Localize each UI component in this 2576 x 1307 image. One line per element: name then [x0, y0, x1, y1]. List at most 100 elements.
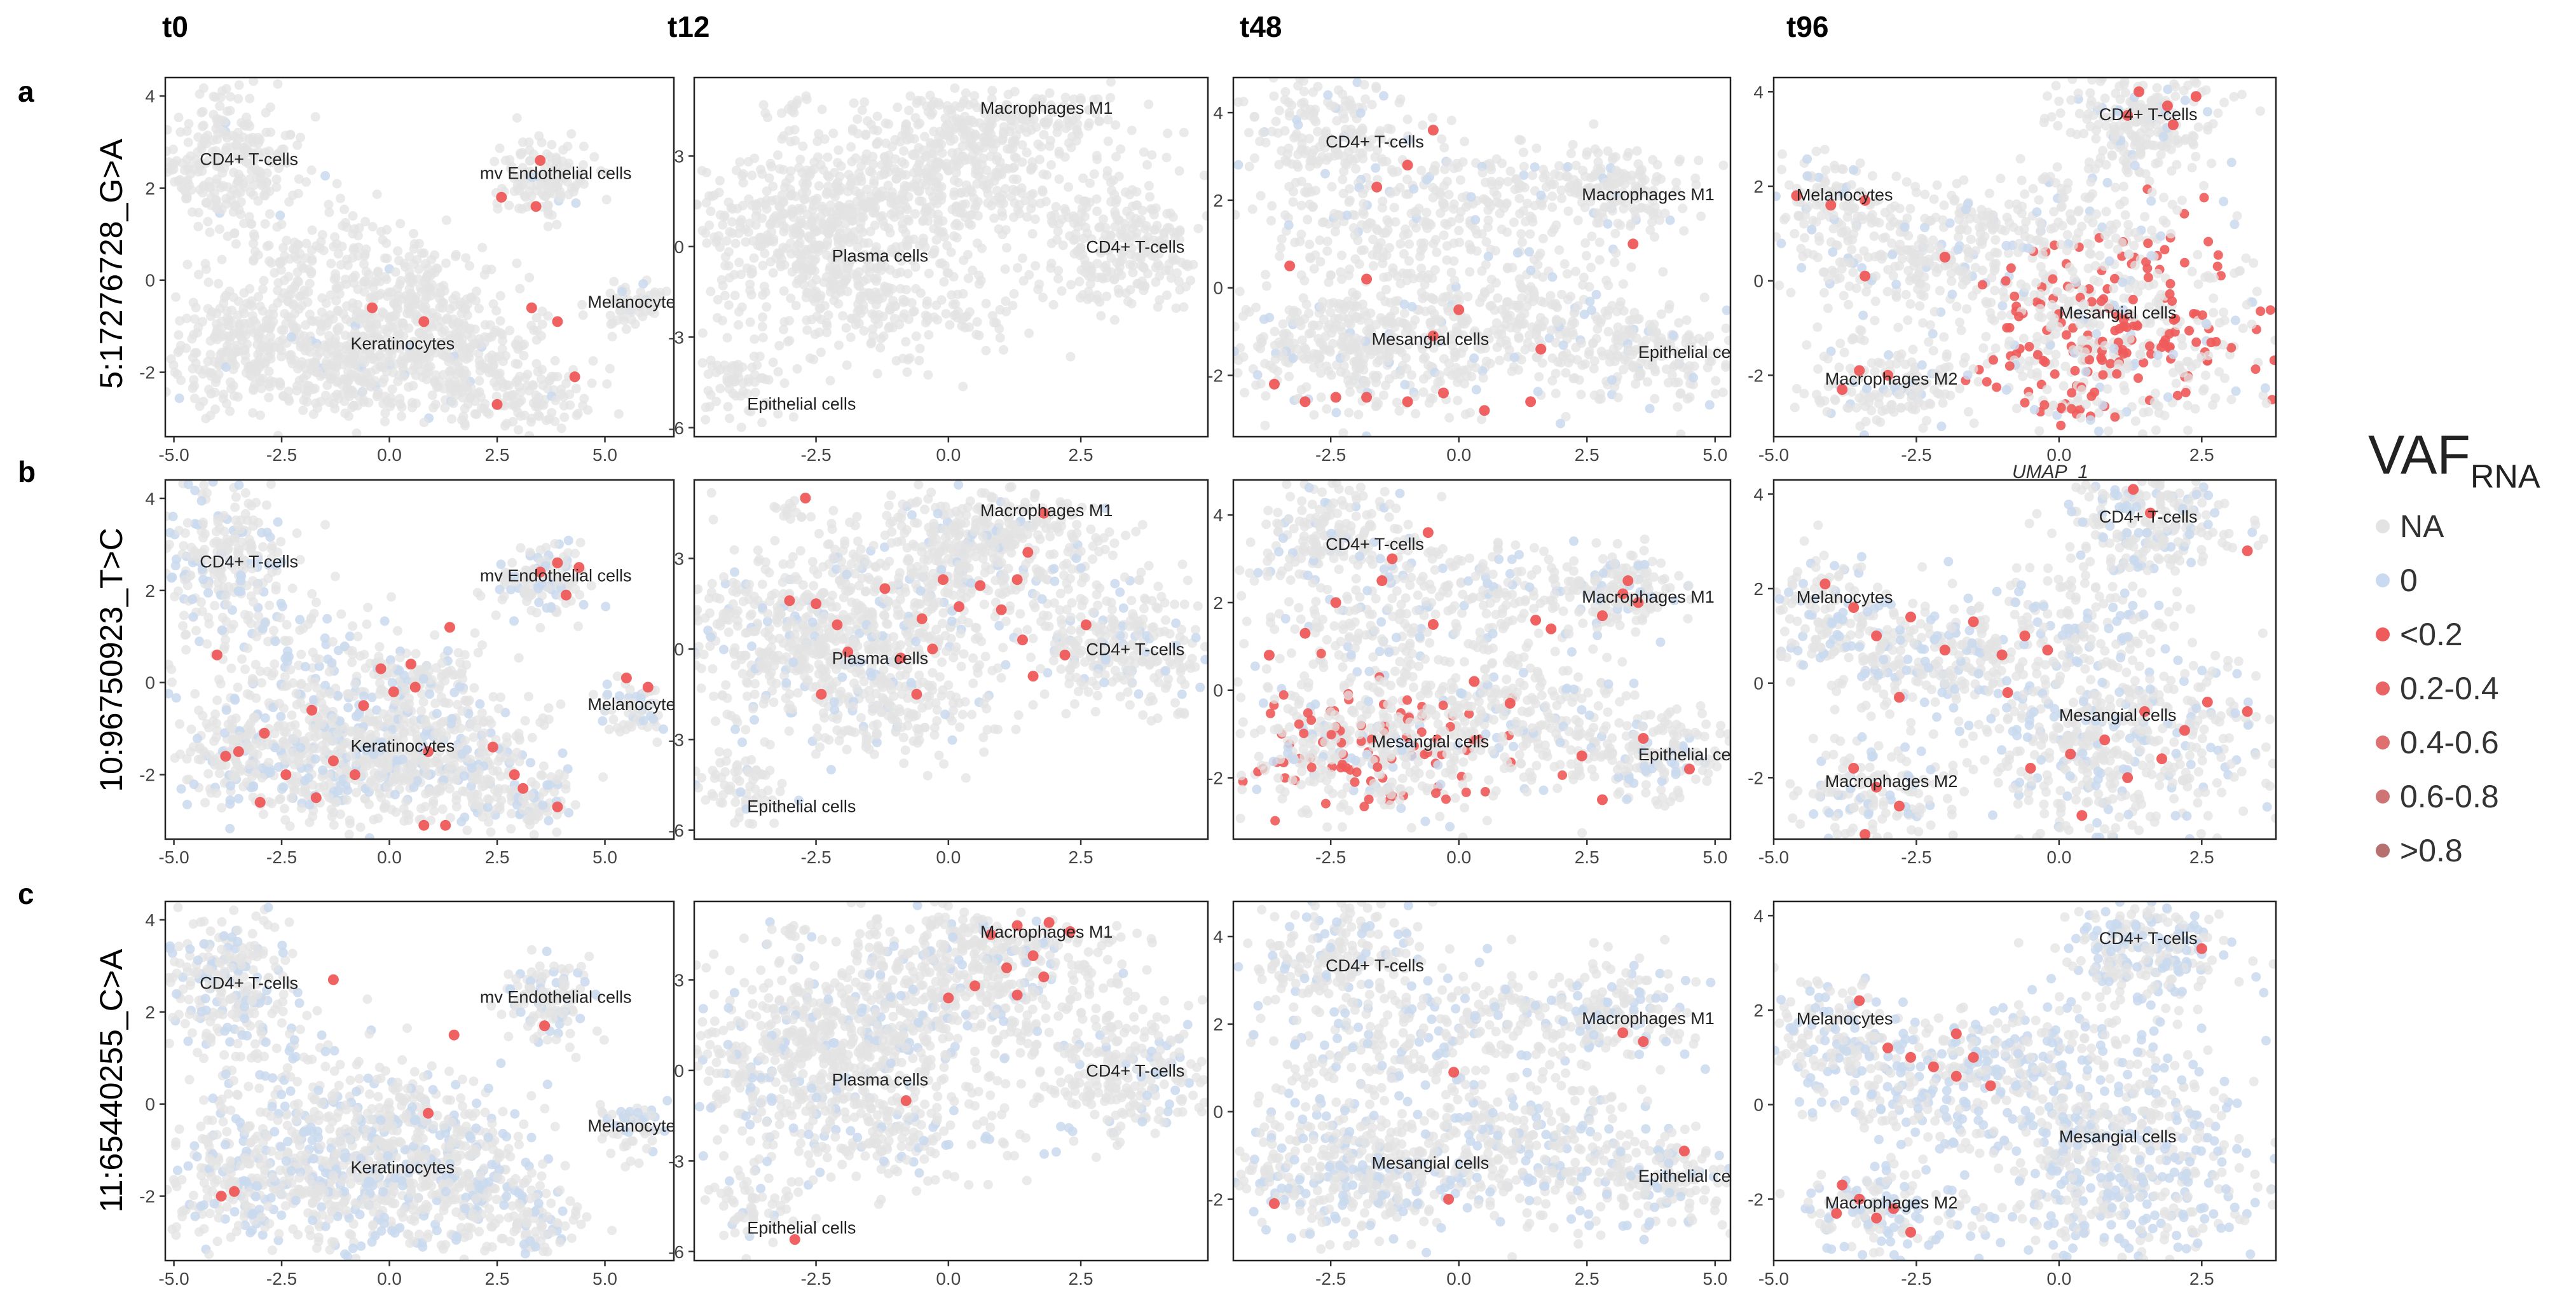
- cell-point: [607, 332, 617, 341]
- cell-point: [287, 359, 298, 369]
- cell-point: [1704, 400, 1715, 410]
- cell-point: [1154, 249, 1164, 259]
- cell-point: [1280, 95, 1290, 105]
- cell-point: [1260, 420, 1270, 430]
- cell-point: [396, 411, 406, 421]
- cell-point: [715, 242, 725, 252]
- cell-point: [1665, 216, 1675, 225]
- cell-point: [892, 250, 902, 261]
- cell-point: [722, 332, 732, 343]
- cell-point: [1545, 177, 1555, 187]
- cell-point: [1618, 279, 1628, 289]
- cell-point: [1322, 404, 1332, 414]
- cell-point: [1317, 217, 1327, 228]
- cell-point: [331, 334, 340, 344]
- cell-point: [1154, 295, 1165, 305]
- cell-point: [273, 79, 283, 89]
- cell-point: [1530, 292, 1539, 302]
- cell-point: [1323, 90, 1333, 100]
- cell-point: [371, 319, 381, 329]
- cell-point: [1303, 214, 1313, 224]
- cell-point: [1724, 336, 1730, 345]
- cell-point: [563, 141, 573, 151]
- cell-point: [1451, 326, 1462, 336]
- cell-point: [201, 264, 211, 274]
- cell-point: [1589, 364, 1599, 374]
- cell-point: [367, 222, 378, 232]
- cell-point: [1457, 193, 1467, 203]
- cell-point: [835, 186, 845, 196]
- cell-point: [907, 149, 917, 160]
- cell-point: [1722, 305, 1730, 315]
- cell-point: [1518, 147, 1528, 158]
- cell-point: [1694, 155, 1704, 165]
- cell-point: [1399, 299, 1409, 310]
- cell-point: [225, 406, 235, 416]
- cell-point: [427, 322, 437, 332]
- cell-point: [757, 322, 767, 332]
- cell-point: [1278, 348, 1288, 359]
- cell-point: [1114, 172, 1124, 181]
- cell-point: [1233, 160, 1243, 170]
- cell-point: [1000, 184, 1010, 194]
- cell-point: [257, 175, 267, 186]
- cell-point: [638, 279, 648, 289]
- cell-point: [601, 195, 612, 205]
- cell-point: [370, 376, 380, 386]
- cell-point: [1344, 407, 1354, 418]
- cell-point: [1626, 175, 1636, 185]
- cell-point: [942, 161, 951, 172]
- cell-point: [308, 317, 319, 327]
- cell-point: [1400, 319, 1410, 329]
- cell-point: [558, 156, 568, 167]
- cell-point: [550, 356, 560, 366]
- cell-point: [1713, 347, 1722, 357]
- cell-point: [1578, 165, 1588, 175]
- cell-point: [822, 327, 832, 338]
- cell-point: [409, 228, 418, 238]
- cell-point: [1003, 90, 1013, 100]
- y-tick-label: -2: [139, 363, 155, 383]
- panel-frame: [1232, 76, 1732, 438]
- cell-point: [1470, 215, 1481, 225]
- cell-point: [1664, 304, 1674, 314]
- cell-point: [1675, 389, 1685, 399]
- cell-point: [701, 228, 711, 238]
- cell-point: [1093, 94, 1103, 104]
- cell-point: [360, 277, 370, 287]
- cell-point: [1122, 207, 1132, 216]
- cell-point: [778, 196, 788, 206]
- cell-point: [1654, 337, 1664, 346]
- cell-point: [945, 320, 955, 330]
- cell-point: [275, 210, 285, 221]
- cell-point: [561, 378, 571, 388]
- cell-point: [1383, 356, 1393, 366]
- cell-point: [1362, 224, 1372, 234]
- cell-point: [254, 327, 264, 338]
- cell-point: [245, 93, 255, 104]
- cell-point: [736, 215, 746, 225]
- cell-point: [722, 236, 732, 246]
- cell-point: [1574, 375, 1584, 385]
- cell-point: [439, 325, 449, 335]
- cell-point: [428, 402, 439, 413]
- cell-point: [1179, 302, 1189, 312]
- cell-point: [434, 376, 444, 387]
- cell-point: [946, 247, 956, 257]
- cell-point: [1299, 314, 1310, 324]
- cell-point: [914, 160, 924, 170]
- cell-point: [1596, 315, 1607, 325]
- cell-point: [266, 158, 277, 168]
- cell-point: [1407, 302, 1417, 311]
- cell-point: [1568, 140, 1578, 150]
- cell-point: [1006, 115, 1016, 125]
- cell-point: [373, 387, 383, 397]
- cell-point: [174, 330, 184, 340]
- cell-point: [578, 160, 588, 170]
- cell-point: [744, 194, 754, 204]
- cell-point: [1112, 257, 1122, 268]
- cell-point: [1464, 240, 1474, 250]
- cell-point: [524, 386, 534, 396]
- cell-point: [193, 147, 203, 157]
- cell-point: [353, 251, 364, 261]
